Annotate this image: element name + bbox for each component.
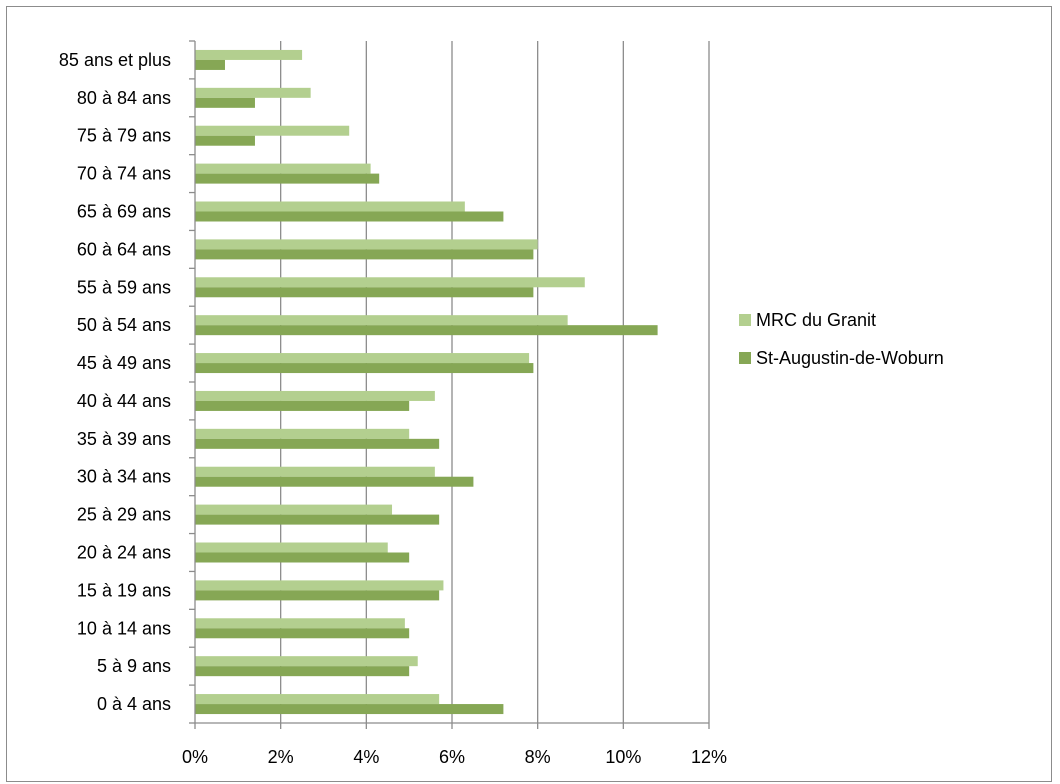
x-tick-label: 4% bbox=[353, 747, 379, 767]
bar-mrc-du-granit bbox=[195, 201, 465, 212]
bar-mrc-du-granit bbox=[195, 277, 585, 288]
y-tick-label: 25 à 29 ans bbox=[77, 505, 171, 525]
bar-mrc-du-granit bbox=[195, 353, 530, 364]
bar-st-augustin-de-woburn bbox=[195, 173, 380, 184]
x-tick-label: 2% bbox=[268, 747, 294, 767]
bar-st-augustin-de-woburn bbox=[195, 514, 440, 525]
bar-st-augustin-de-woburn bbox=[195, 552, 410, 563]
y-tick-label: 75 à 79 ans bbox=[77, 126, 171, 146]
bar-st-augustin-de-woburn bbox=[195, 666, 410, 677]
bar-st-augustin-de-woburn bbox=[195, 211, 504, 222]
bar-mrc-du-granit bbox=[195, 466, 435, 477]
bar-mrc-du-granit bbox=[195, 694, 440, 705]
bar-mrc-du-granit bbox=[195, 315, 568, 326]
x-tick-label: 6% bbox=[439, 747, 465, 767]
legend-label: MRC du Granit bbox=[756, 310, 876, 330]
y-tick-label: 55 à 59 ans bbox=[77, 277, 171, 297]
bar-mrc-du-granit bbox=[195, 239, 538, 250]
bar-st-augustin-de-woburn bbox=[195, 400, 410, 411]
bar-mrc-du-granit bbox=[195, 618, 405, 629]
bar-st-augustin-de-woburn bbox=[195, 363, 534, 374]
bar-mrc-du-granit bbox=[195, 656, 418, 667]
bar-st-augustin-de-woburn bbox=[195, 325, 658, 336]
bar-mrc-du-granit bbox=[195, 428, 410, 439]
bar-st-augustin-de-woburn bbox=[195, 287, 534, 298]
y-tick-label: 50 à 54 ans bbox=[77, 315, 171, 335]
bar-st-augustin-de-woburn bbox=[195, 628, 410, 639]
bar-st-augustin-de-woburn bbox=[195, 97, 255, 108]
bar-mrc-du-granit bbox=[195, 542, 388, 553]
y-tick-label: 20 à 24 ans bbox=[77, 543, 171, 563]
bar-st-augustin-de-woburn bbox=[195, 249, 534, 260]
bar-mrc-du-granit bbox=[195, 49, 303, 60]
bar-chart: 0% 2% 4% 6% 8% 10% 12% 0 à 4 ans 5 à 9 ans 10 à 1… bbox=[59, 40, 944, 767]
bar-mrc-du-granit bbox=[195, 504, 393, 515]
bar-st-augustin-de-woburn bbox=[195, 704, 504, 715]
y-tick-label: 0 à 4 ans bbox=[97, 694, 171, 714]
legend-label: St-Augustin-de-Woburn bbox=[756, 348, 944, 368]
legend: MRC du Granit St-Augustin-de-Woburn bbox=[739, 310, 944, 368]
y-tick-label: 85 ans et plus bbox=[59, 50, 171, 70]
bar-st-augustin-de-woburn bbox=[195, 476, 474, 487]
bars bbox=[195, 49, 658, 715]
x-tick-label: 10% bbox=[605, 747, 641, 767]
x-tick-label: 8% bbox=[525, 747, 551, 767]
axes bbox=[189, 40, 710, 729]
x-tick-label: 0% bbox=[182, 747, 208, 767]
y-tick-label: 10 à 14 ans bbox=[77, 618, 171, 638]
chart-area: 0% 2% 4% 6% 8% 10% 12% 0 à 4 ans 5 à 9 ans 10 à 1… bbox=[6, 6, 1052, 782]
bar-mrc-du-granit bbox=[195, 163, 371, 174]
bar-st-augustin-de-woburn bbox=[195, 135, 255, 146]
y-tick-label: 40 à 44 ans bbox=[77, 391, 171, 411]
bar-mrc-du-granit bbox=[195, 390, 435, 401]
y-tick-label: 5 à 9 ans bbox=[97, 656, 171, 676]
y-tick-label: 80 à 84 ans bbox=[77, 88, 171, 108]
y-tick-label: 30 à 34 ans bbox=[77, 467, 171, 487]
y-tick-label: 15 à 19 ans bbox=[77, 580, 171, 600]
y-tick-label: 35 à 39 ans bbox=[77, 429, 171, 449]
legend-swatch bbox=[739, 314, 751, 326]
tick-labels: 0% 2% 4% 6% 8% 10% 12% 0 à 4 ans 5 à 9 ans 10 à 1… bbox=[59, 50, 727, 767]
bar-st-augustin-de-woburn bbox=[195, 59, 225, 70]
bar-st-augustin-de-woburn bbox=[195, 438, 440, 449]
y-tick-label: 65 à 69 ans bbox=[77, 202, 171, 222]
bar-mrc-du-granit bbox=[195, 580, 444, 591]
y-tick-label: 60 à 64 ans bbox=[77, 239, 171, 259]
x-tick-label: 12% bbox=[691, 747, 727, 767]
gridlines bbox=[280, 41, 710, 723]
y-tick-label: 45 à 49 ans bbox=[77, 353, 171, 373]
legend-swatch bbox=[739, 352, 751, 364]
y-tick-label: 70 à 74 ans bbox=[77, 164, 171, 184]
bar-mrc-du-granit bbox=[195, 87, 311, 98]
bar-mrc-du-granit bbox=[195, 125, 350, 136]
bar-st-augustin-de-woburn bbox=[195, 590, 440, 601]
